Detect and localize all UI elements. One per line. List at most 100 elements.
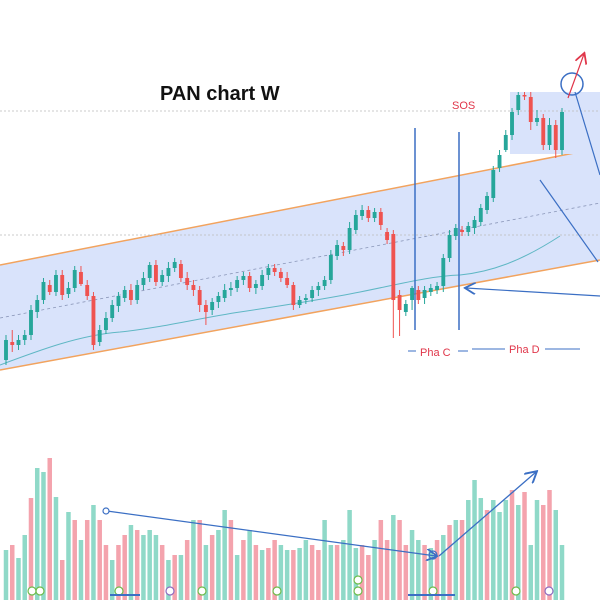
candle-body [172, 262, 177, 268]
volume-bar [3, 550, 9, 600]
volume-bar [72, 520, 77, 600]
volume-rise-arrow [438, 472, 536, 557]
volume-bar [197, 520, 202, 600]
volume-bar [466, 500, 471, 600]
candle-body [253, 284, 258, 288]
volume-bar [166, 560, 171, 600]
volume-bar [84, 520, 90, 600]
candle-body [178, 264, 183, 278]
candle-body [303, 298, 308, 300]
volume-bar [22, 535, 27, 600]
candle-body [528, 97, 533, 122]
event-marker [428, 586, 438, 596]
event-marker [544, 586, 554, 596]
volume-bar [147, 530, 152, 600]
volume-bar [334, 545, 340, 600]
volume-bar [172, 555, 177, 600]
candle-body [135, 285, 140, 300]
event-marker [197, 586, 207, 596]
volume-bar [378, 520, 384, 600]
candle-body [166, 268, 171, 276]
volume-bar [391, 515, 396, 600]
candle-body [191, 285, 196, 290]
candle-body [16, 340, 21, 345]
volume-low-circle [428, 550, 438, 560]
candle-body [210, 302, 215, 310]
candlesticks [4, 92, 564, 365]
volume-bar [328, 545, 334, 600]
volume-divergence-arrow [106, 510, 436, 556]
volume-bar [253, 545, 259, 600]
volume-bar [322, 520, 327, 600]
candle-body [310, 290, 315, 298]
volume-bar [491, 500, 496, 600]
candle-body [278, 272, 283, 278]
candle-body [472, 220, 477, 228]
candle-body [497, 155, 502, 168]
volume-bar [434, 540, 440, 600]
candle-body [66, 288, 71, 294]
event-marker [27, 586, 37, 596]
candle-body [547, 125, 552, 145]
candle-body [341, 246, 346, 250]
volume-bar [47, 458, 52, 600]
candle-body [503, 135, 508, 150]
volume-bar [484, 510, 490, 600]
candle-body [85, 285, 90, 296]
event-marker [353, 575, 363, 585]
candle-body [235, 280, 240, 288]
volume-bar [397, 520, 402, 600]
volume-bar [9, 545, 15, 600]
volume-bar [284, 550, 290, 600]
target-circle [560, 72, 584, 96]
volume-bar [316, 550, 321, 600]
volume-bar [422, 545, 427, 600]
candle-body [466, 226, 471, 232]
volume-bar [241, 540, 246, 600]
candle-body [247, 276, 252, 288]
volume-bar [128, 525, 134, 600]
volume-bar [97, 520, 102, 600]
volume-bar [184, 540, 190, 600]
volume-bar [503, 500, 509, 600]
volume-bar [453, 520, 459, 600]
volume-bar [122, 535, 127, 600]
candle-body [97, 330, 102, 342]
upper-diagonal-arrow [574, 91, 600, 176]
candle-body [91, 296, 96, 345]
volume-bar [259, 550, 265, 600]
candle-body [316, 286, 321, 290]
candle-body [397, 295, 402, 310]
candle-body [353, 215, 358, 230]
volume-bar [347, 510, 352, 600]
volume-bar [78, 540, 84, 600]
volume-bar [303, 540, 309, 600]
volume-bars [3, 458, 565, 600]
channel-fill [0, 148, 600, 370]
candle-body [485, 196, 489, 210]
candle-body [35, 300, 40, 312]
candle-body [141, 278, 146, 285]
candle-body [203, 305, 208, 312]
candle-body [4, 340, 8, 360]
candle-body [104, 318, 108, 330]
volume-bar [522, 492, 527, 600]
volume-bar [559, 545, 565, 600]
candle-body [72, 270, 77, 288]
volume-bar [266, 548, 271, 600]
candle-body [453, 228, 458, 236]
volume-bar [272, 540, 277, 600]
candle-body [366, 210, 371, 218]
volume-bar [541, 505, 546, 600]
volume-bar [416, 540, 421, 600]
candle-body [560, 112, 564, 150]
candle-body [54, 275, 58, 292]
candle-body [297, 300, 302, 305]
candle-body [110, 305, 115, 318]
candle-body [360, 210, 365, 216]
candle-body [541, 118, 546, 145]
candle-body [79, 272, 83, 284]
candle-body [241, 276, 246, 280]
candle-body [266, 268, 271, 275]
phase-d-label: Pha D [509, 344, 540, 356]
